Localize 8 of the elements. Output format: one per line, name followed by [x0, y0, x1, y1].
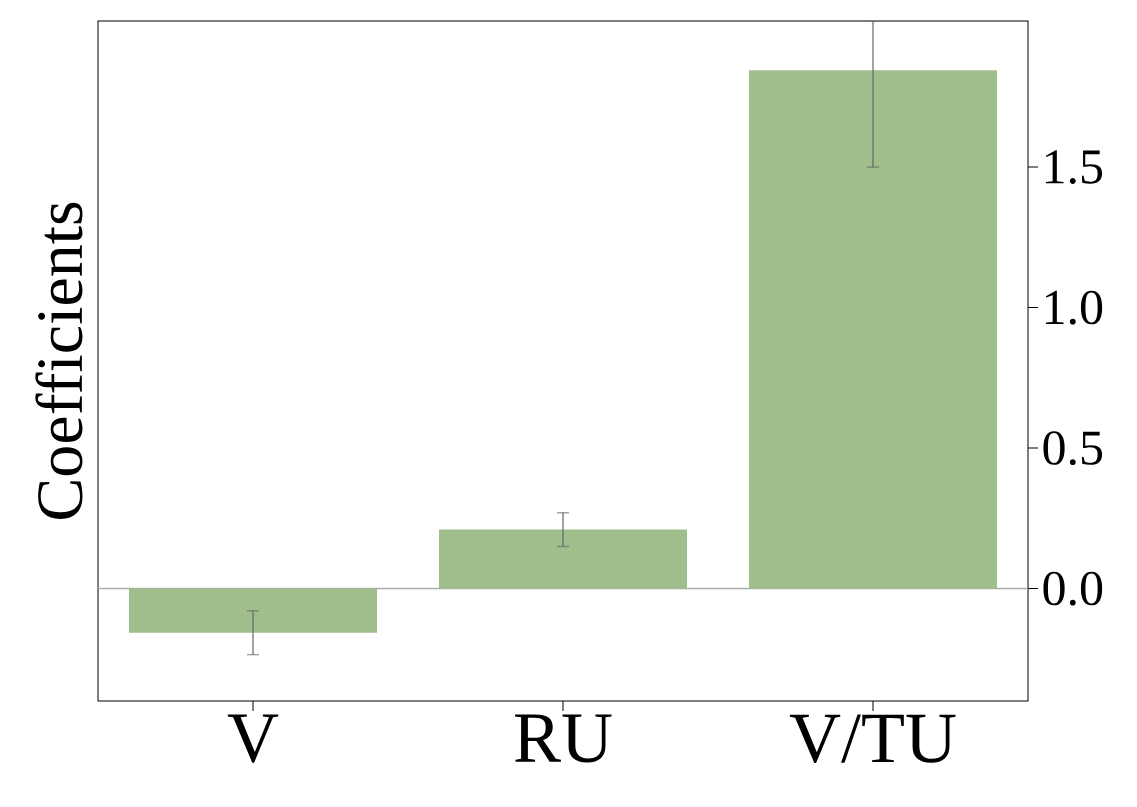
x-tick-label: V/TU	[789, 714, 956, 764]
x-tick-label: RU	[515, 714, 612, 763]
y-tick-label: 1.5	[1045, 150, 1103, 184]
y-tick-label: 0.5	[1043, 431, 1103, 466]
y-tick-label: 0.0	[1043, 571, 1103, 606]
y-axis-title: Coefficients	[35, 202, 83, 519]
y-tick-label: 1.0	[1045, 290, 1103, 325]
x-tick-label: V	[227, 714, 279, 763]
